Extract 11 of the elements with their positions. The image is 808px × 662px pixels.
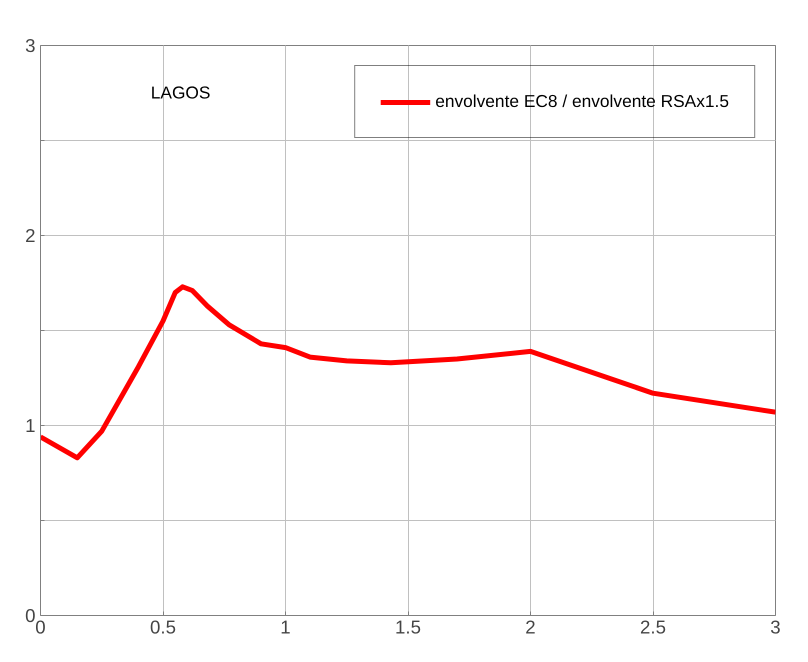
y-tick-label: 3: [25, 35, 36, 56]
x-tick-label: 3: [770, 616, 781, 638]
y-tick-label: 1: [25, 415, 36, 436]
x-tick-label: 1: [280, 616, 291, 638]
x-tick-label: 2.5: [640, 616, 666, 638]
y-tick-label: 2: [25, 225, 36, 246]
annotation: LAGOS: [150, 82, 210, 102]
x-tick-label: 1.5: [395, 616, 421, 638]
legend-label: envolvente EC8 / envolvente RSAx1.5: [435, 91, 729, 112]
x-tick-label: 2: [525, 616, 536, 638]
x-tick-label: 0.5: [150, 616, 176, 638]
